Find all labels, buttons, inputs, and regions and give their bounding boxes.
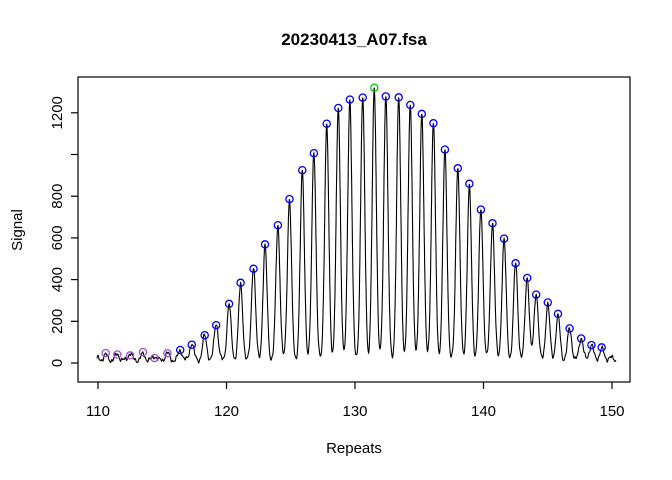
peak-marker-blue xyxy=(236,278,245,288)
y-tick-label: 0 xyxy=(49,359,66,367)
peak-marker-blue xyxy=(597,343,606,352)
y-tick-label: 800 xyxy=(49,184,66,209)
peak-marker-blue xyxy=(211,320,221,330)
x-tick-label: 110 xyxy=(86,403,110,420)
peak-marker-blue xyxy=(298,165,307,175)
peak-marker-green xyxy=(370,83,379,92)
peak-marker-blue xyxy=(285,194,294,204)
peak-marker-blue xyxy=(260,240,270,249)
peak-marker-blue xyxy=(249,264,258,274)
peak-marker-purple xyxy=(101,348,110,358)
peak-marker-blue xyxy=(429,119,438,128)
y-tick-label: 400 xyxy=(49,267,66,292)
peak-marker-purple xyxy=(138,347,148,357)
peak-marker-blue xyxy=(453,164,463,173)
peak-marker-purple xyxy=(163,348,172,358)
peak-marker-purple xyxy=(150,353,159,363)
peak-marker-blue xyxy=(531,290,541,299)
peak-marker-blue xyxy=(358,93,367,102)
peak-marker-blue xyxy=(511,259,520,268)
peak-marker-blue xyxy=(465,179,474,189)
peak-marker-blue xyxy=(187,340,197,349)
x-tick-label: 150 xyxy=(599,403,624,420)
peak-marker-blue xyxy=(345,95,355,104)
peak-marker-blue xyxy=(543,298,553,307)
y-tick-label: 200 xyxy=(49,309,66,334)
peak-marker-purple xyxy=(125,351,135,360)
peak-marker-blue xyxy=(499,234,509,243)
peak-marker-blue xyxy=(417,109,427,119)
plot-title: 20230413_A07.fsa xyxy=(281,30,427,49)
signal-trace xyxy=(96,87,617,364)
x-tick-label: 120 xyxy=(214,403,239,420)
x-tick-label: 140 xyxy=(471,403,496,420)
peak-marker-blue xyxy=(273,220,283,230)
y-axis-label: Signal xyxy=(9,209,26,251)
peak-marker-blue xyxy=(381,92,391,101)
peak-marker-blue xyxy=(522,273,532,283)
peak-marker-blue xyxy=(200,330,209,340)
peak-marker-blue xyxy=(565,324,574,333)
peak-marker-blue xyxy=(334,103,343,113)
plot-box xyxy=(77,76,631,383)
peak-marker-blue xyxy=(309,148,319,158)
peak-marker-blue xyxy=(488,219,497,228)
x-axis-label: Repeats xyxy=(326,440,382,457)
y-tick-label: 1200 xyxy=(49,96,66,129)
peak-marker-blue xyxy=(587,340,596,350)
peak-marker-blue xyxy=(175,345,185,355)
peak-marker-blue xyxy=(322,119,331,128)
plot-area: 110 120 130 140 150 0 200 400 600 800 1200 xyxy=(49,76,631,420)
y-tick-label: 600 xyxy=(49,225,66,250)
peak-marker-blue xyxy=(224,299,234,309)
peak-marker-blue xyxy=(553,309,563,319)
peak-marker-blue xyxy=(394,93,403,102)
peak-marker-blue xyxy=(576,334,586,343)
peak-marker-blue xyxy=(476,205,486,214)
peak-marker-purple xyxy=(113,350,122,359)
peak-marker-blue xyxy=(440,145,450,154)
x-tick-label: 130 xyxy=(342,403,367,420)
peak-marker-blue xyxy=(406,100,415,110)
